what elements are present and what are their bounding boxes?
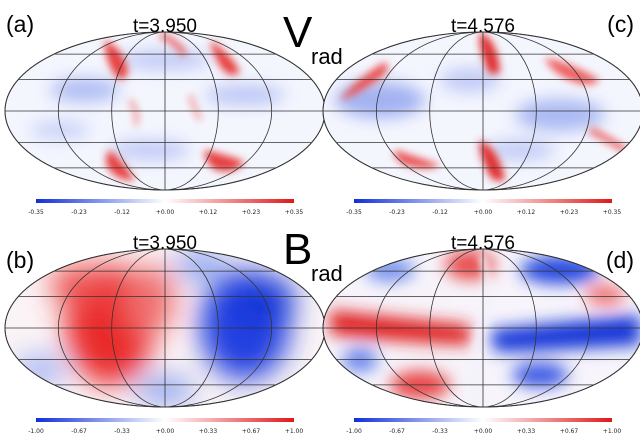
colorbar-c: -0.35 -0.23 -0.12 +0.00 +0.12 +0.23 +0.35 xyxy=(346,199,621,216)
map-outline xyxy=(322,248,640,408)
colorbar-tick-label: +0.00 xyxy=(156,428,175,435)
colorbar-d: -1.00 -0.67 -0.33 +0.00 +0.33 +0.67 +1.00 xyxy=(346,418,621,435)
panel-c xyxy=(322,31,640,191)
colorbar-tick-label: -0.12 xyxy=(114,209,130,216)
graticule-c xyxy=(322,31,640,191)
time-label-c: t=4.576 xyxy=(451,16,515,37)
colorbar-tick-label: +0.12 xyxy=(517,209,536,216)
colorbar-tick-label: +0.00 xyxy=(156,209,175,216)
panel-a xyxy=(4,31,326,191)
colorbar-tick-label: +0.67 xyxy=(242,428,261,435)
row-title-brad-main: B xyxy=(283,225,312,274)
colorbar-tick-label: -0.23 xyxy=(71,209,87,216)
colorbar-b-bar xyxy=(36,418,294,422)
colorbar-tick-label: -0.33 xyxy=(432,428,448,435)
colorbar-tick-label: -0.33 xyxy=(114,428,130,435)
graticule-d xyxy=(322,248,640,408)
row-title-brad-sub: rad xyxy=(311,261,343,286)
panel-label-a: (a) xyxy=(6,11,34,37)
map-outline xyxy=(322,31,640,191)
colorbar-tick-label: +0.23 xyxy=(242,209,261,216)
colorbar-tick-label: +0.00 xyxy=(474,428,493,435)
panel-label-c: (c) xyxy=(607,11,634,37)
colorbar-tick-label: -0.35 xyxy=(28,209,44,216)
colorbar-tick-label: +0.00 xyxy=(474,209,493,216)
time-label-b: t=3.950 xyxy=(133,233,197,254)
colorbar-tick-label: -1.00 xyxy=(346,428,362,435)
row-title-vrad-main: V xyxy=(283,8,313,57)
colorbar-tick-label: -0.67 xyxy=(389,428,405,435)
time-label-a: t=3.950 xyxy=(133,16,197,37)
colorbar-a: -0.35 -0.23 -0.12 +0.00 +0.12 +0.23 +0.35 xyxy=(28,199,303,216)
colorbar-tick-label: -0.35 xyxy=(346,209,362,216)
colorbar-tick-label: +0.35 xyxy=(285,209,304,216)
colorbar-tick-label: -0.23 xyxy=(389,209,405,216)
colorbar-tick-label: -0.67 xyxy=(71,428,87,435)
colorbar-tick-label: +0.23 xyxy=(560,209,579,216)
colorbar-a-bar xyxy=(36,199,294,203)
colorbar-tick-label: +0.67 xyxy=(560,428,579,435)
colorbar-tick-label: +0.33 xyxy=(199,428,218,435)
colorbar-tick-label: -0.12 xyxy=(432,209,448,216)
panel-d xyxy=(322,248,640,408)
colorbar-tick-label: +1.00 xyxy=(603,428,622,435)
row-title-vrad-sub: rad xyxy=(311,44,343,69)
panel-label-b: (b) xyxy=(6,247,34,273)
graticule-b xyxy=(4,248,326,408)
colorbar-tick-label: +0.33 xyxy=(517,428,536,435)
colorbar-tick-label: -1.00 xyxy=(28,428,44,435)
panel-label-d: (d) xyxy=(606,247,634,273)
colorbar-tick-label: +1.00 xyxy=(285,428,304,435)
time-label-d: t=4.576 xyxy=(451,233,515,254)
panel-b xyxy=(4,248,326,408)
colorbar-b: -1.00 -0.67 -0.33 +0.00 +0.33 +0.67 +1.00 xyxy=(28,418,303,435)
colorbar-tick-label: +0.12 xyxy=(199,209,218,216)
colorbar-d-bar xyxy=(354,418,612,422)
colorbar-c-bar xyxy=(354,199,612,203)
colorbar-tick-label: +0.35 xyxy=(603,209,622,216)
